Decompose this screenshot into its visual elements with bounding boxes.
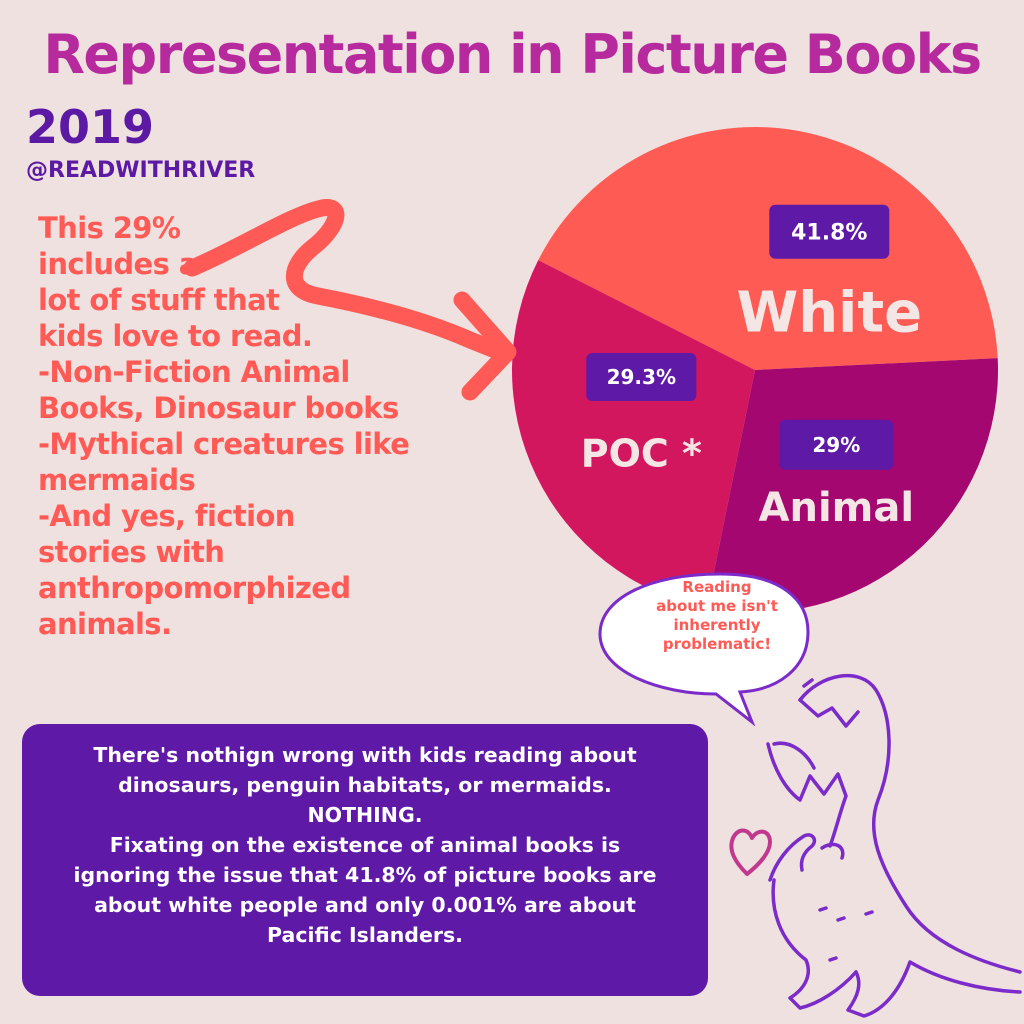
note-line: lot of stuff that — [38, 283, 280, 317]
pie-slice-poc — [512, 260, 755, 609]
note-line: Books, Dinosaur books — [38, 391, 399, 425]
page-title: Representation in Picture Books — [43, 23, 982, 86]
note-line: -Non-Fiction Animal — [38, 355, 350, 389]
speech-line: inherently — [673, 616, 761, 634]
note-line: animals. — [38, 607, 172, 641]
value-label-box — [779, 419, 894, 470]
note-line: includes a — [38, 247, 198, 281]
callout-line: about white people and only 0.001% are a… — [94, 893, 636, 917]
category-label: Animal — [759, 485, 915, 531]
dinosaur-icon — [766, 674, 1022, 1018]
callout-line: NOTHING. — [307, 803, 423, 827]
heart-icon — [729, 828, 772, 876]
value-label: 29% — [812, 433, 860, 457]
year-heading: 2019 — [26, 100, 155, 154]
note-line: stories with — [38, 535, 225, 569]
speech-line: about me isn't — [656, 597, 778, 615]
squiggle-arrow-icon — [183, 199, 517, 401]
callout-line: Pacific Islanders. — [267, 923, 463, 947]
note-line: anthropomorphized — [38, 571, 351, 605]
note-line: -Mythical creatures like — [38, 427, 410, 461]
callout-line: There's nothign wrong with kids reading … — [93, 743, 637, 767]
value-label: 29.3% — [607, 365, 676, 389]
callout-line: dinosaurs, penguin habitats, or mermaids… — [118, 773, 612, 797]
callout-box: There's nothign wrong with kids reading … — [22, 724, 708, 996]
pie-slice-animal — [706, 358, 999, 614]
category-label: White — [737, 280, 923, 345]
note-line: This 29% — [38, 211, 181, 245]
speech-bubble — [598, 572, 810, 727]
speech-line: problematic! — [662, 635, 772, 653]
speech-bubble-text: Reading about me isn't inherently proble… — [636, 578, 798, 654]
callout-line: Fixating on the existence of animal book… — [109, 833, 621, 857]
speech-line: Reading — [682, 578, 752, 596]
note-line: kids love to read. — [38, 319, 313, 353]
value-label: 41.8% — [791, 221, 867, 246]
author-handle: @READWITHRIVER — [26, 158, 256, 183]
animal-note: This 29% includes a lot of stuff that ki… — [38, 210, 448, 642]
note-line: -And yes, fiction — [38, 499, 295, 533]
pie-slice-white — [538, 127, 998, 370]
note-line: mermaids — [38, 463, 196, 497]
category-label: POC * — [581, 431, 702, 475]
callout-line: ignoring the issue that 41.8% of picture… — [73, 863, 657, 887]
value-label-box — [769, 204, 890, 259]
value-label-box — [586, 353, 697, 401]
